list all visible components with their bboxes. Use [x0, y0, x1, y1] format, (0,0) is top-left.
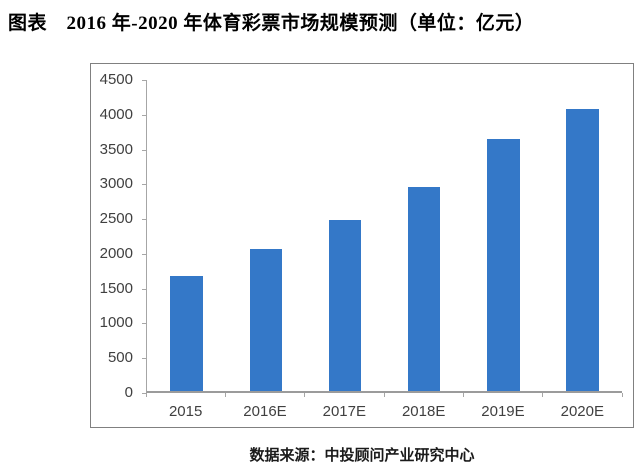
- x-tick-mark: [145, 393, 147, 397]
- x-tick-label-2019E: 2019E: [481, 403, 525, 420]
- y-tick-mark: [142, 358, 146, 360]
- bar-2015: [170, 276, 203, 391]
- y-tick-mark: [142, 253, 146, 255]
- y-tick-mark: [142, 80, 146, 81]
- y-tick-mark: [142, 184, 146, 186]
- y-axis-labels: 0 500 1000 1500 2000 2500 3000 3500 4000 4500: [91, 72, 141, 401]
- y-tick-mark: [142, 323, 146, 325]
- y-tick-mark: [142, 114, 146, 116]
- x-tick-label-2017E: 2017E: [322, 403, 366, 420]
- y-axis-ticks: [142, 80, 146, 394]
- x-tick-label-2018E: 2018E: [401, 403, 446, 420]
- bar-2018E: [407, 187, 441, 391]
- bars: [147, 80, 622, 391]
- x-axis-labels: 2015 2016E 2017E 2018E 2019E 2020E: [146, 403, 622, 420]
- x-tick-mark: [383, 393, 385, 397]
- x-tick-mark: [304, 393, 306, 397]
- figure-title: 图表 2016 年-2020 年体育彩票市场规模预测（单位：亿元）: [8, 13, 535, 34]
- y-tick-label-2500: 2500: [99, 210, 133, 228]
- bar-slot-2015: [147, 80, 226, 391]
- y-tick-mark: [142, 149, 146, 151]
- y-tick-mark: [142, 219, 146, 221]
- x-tick-mark: [542, 393, 544, 397]
- y-tick-label-2000: 2000: [99, 244, 133, 262]
- x-tick-mark: [621, 393, 623, 397]
- y-tick-label-4500: 4500: [99, 71, 133, 88]
- bar-slot-2018E: [385, 80, 464, 391]
- y-tick-label-500: 500: [107, 349, 133, 367]
- y-tick-mark: [142, 393, 146, 394]
- x-tick-label-2015: 2015: [168, 403, 203, 420]
- bar-2016E: [249, 249, 282, 391]
- y-tick-label-0: 0: [124, 384, 133, 401]
- bar-2019E: [487, 139, 520, 391]
- x-tick-label-2020E: 2020E: [560, 403, 604, 420]
- plot-area: [146, 80, 622, 393]
- y-tick-mark: [142, 288, 146, 290]
- bar-2020E: [566, 109, 599, 391]
- bar-slot-2017E: [305, 80, 384, 391]
- y-tick-label-3500: 3500: [99, 140, 133, 158]
- y-tick-label-1500: 1500: [99, 279, 133, 297]
- bar-slot-2019E: [464, 80, 543, 391]
- bar-slot-2020E: [543, 80, 622, 391]
- x-axis-ticks: [145, 393, 623, 397]
- y-tick-label-4000: 4000: [99, 105, 133, 123]
- x-tick-mark: [224, 393, 226, 397]
- y-tick-label-3000: 3000: [99, 175, 133, 193]
- chart-frame: 0 500 1000 1500 2000 2500 3000 3500 4000 4500 201…: [90, 63, 634, 428]
- x-tick-label-2016E: 2016E: [243, 403, 287, 420]
- x-tick-mark: [462, 393, 464, 397]
- bar-slot-2016E: [226, 80, 305, 391]
- data-source: 数据来源：中投顾问产业研究中心: [249, 447, 475, 464]
- bar-2017E: [328, 219, 362, 391]
- y-tick-label-1000: 1000: [99, 314, 133, 332]
